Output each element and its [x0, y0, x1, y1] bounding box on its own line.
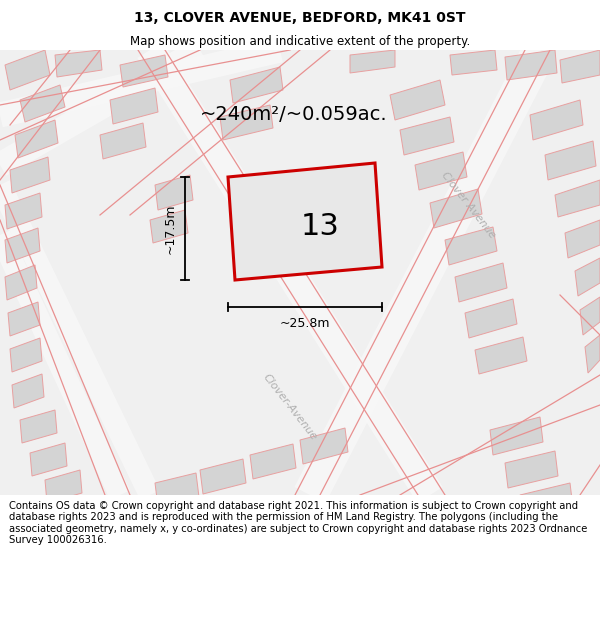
Polygon shape [445, 227, 497, 265]
Polygon shape [390, 80, 445, 120]
Polygon shape [560, 50, 600, 83]
Polygon shape [12, 374, 44, 408]
Polygon shape [10, 338, 42, 372]
Polygon shape [45, 470, 82, 503]
Polygon shape [120, 55, 168, 87]
Text: 13: 13 [301, 213, 340, 241]
Polygon shape [55, 50, 102, 77]
Polygon shape [100, 123, 146, 159]
Polygon shape [20, 410, 57, 443]
Polygon shape [110, 88, 158, 124]
Polygon shape [565, 220, 600, 258]
Polygon shape [10, 157, 50, 193]
Polygon shape [15, 120, 58, 158]
Polygon shape [155, 175, 193, 210]
Polygon shape [430, 189, 482, 228]
Polygon shape [455, 263, 507, 302]
Text: Contains OS data © Crown copyright and database right 2021. This information is : Contains OS data © Crown copyright and d… [9, 501, 587, 546]
Polygon shape [220, 105, 273, 140]
Text: ~25.8m: ~25.8m [280, 317, 330, 330]
Polygon shape [295, 42, 556, 503]
Polygon shape [490, 417, 543, 455]
Polygon shape [137, 42, 443, 503]
Polygon shape [575, 258, 600, 296]
Polygon shape [450, 50, 497, 75]
Polygon shape [350, 50, 395, 73]
Polygon shape [0, 38, 283, 127]
Polygon shape [200, 459, 246, 494]
Polygon shape [0, 180, 160, 500]
Polygon shape [5, 228, 40, 263]
Text: 13, CLOVER AVENUE, BEDFORD, MK41 0ST: 13, CLOVER AVENUE, BEDFORD, MK41 0ST [134, 11, 466, 25]
Polygon shape [300, 428, 348, 464]
Text: ~240m²/~0.059ac.: ~240m²/~0.059ac. [200, 106, 388, 124]
Polygon shape [580, 297, 600, 335]
Polygon shape [505, 50, 557, 80]
Polygon shape [585, 335, 600, 373]
Polygon shape [230, 67, 283, 103]
Polygon shape [475, 337, 527, 374]
Polygon shape [155, 473, 199, 507]
Text: Clover-Avenue: Clover-Avenue [261, 372, 319, 442]
Polygon shape [555, 180, 600, 217]
Polygon shape [545, 141, 596, 180]
Polygon shape [465, 299, 517, 338]
Polygon shape [5, 50, 50, 90]
Polygon shape [520, 483, 573, 520]
Polygon shape [228, 163, 382, 280]
Text: ~17.5m: ~17.5m [164, 203, 177, 254]
Text: Clover Avenue: Clover Avenue [439, 170, 497, 240]
Polygon shape [20, 85, 65, 122]
Polygon shape [5, 193, 42, 229]
Polygon shape [250, 444, 296, 479]
Text: Map shows position and indicative extent of the property.: Map shows position and indicative extent… [130, 35, 470, 48]
Polygon shape [415, 152, 467, 190]
Polygon shape [505, 451, 558, 488]
Polygon shape [530, 100, 583, 140]
Polygon shape [5, 265, 37, 300]
Polygon shape [0, 39, 206, 176]
Polygon shape [150, 210, 188, 243]
Polygon shape [0, 231, 130, 499]
Polygon shape [30, 443, 67, 476]
Polygon shape [400, 117, 454, 155]
Polygon shape [8, 302, 40, 336]
